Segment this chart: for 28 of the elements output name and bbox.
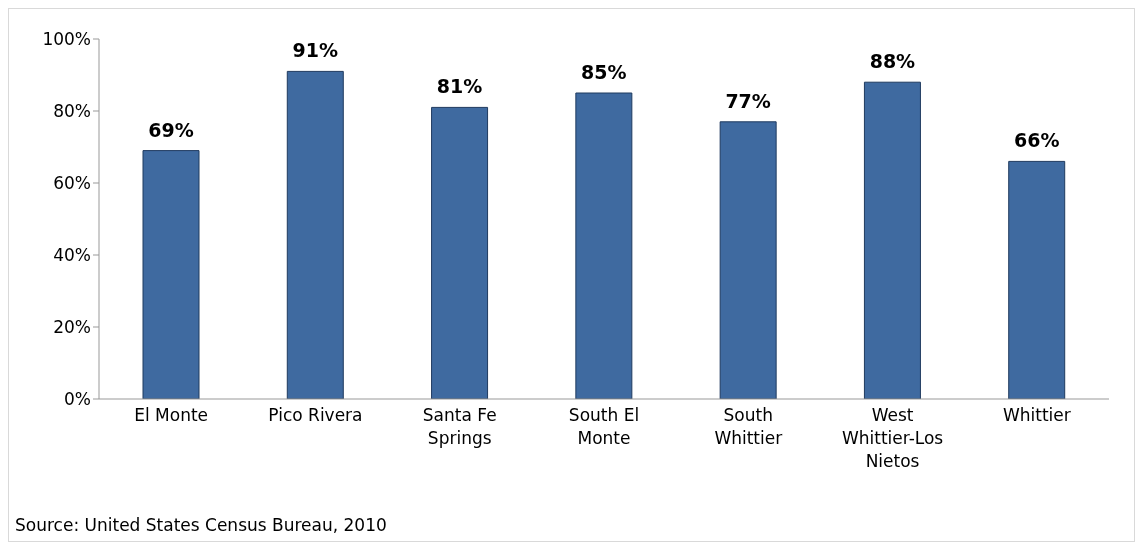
data-label: 88% (869, 50, 916, 73)
x-tick-label: South El Monte (568, 405, 640, 448)
bar (431, 106, 489, 399)
y-tick-label: 40% (53, 245, 91, 266)
y-tick-label: 100% (42, 29, 91, 50)
bar (575, 92, 633, 399)
x-tick-label: Whittier (1002, 405, 1071, 425)
data-label: 69% (148, 118, 194, 141)
data-label: 81% (436, 75, 483, 98)
bar (142, 150, 200, 399)
y-tick-label: 80% (53, 101, 91, 122)
data-label: 85% (581, 61, 627, 83)
bar (1008, 160, 1066, 399)
bar (863, 81, 921, 399)
x-tick-label: El Monte (134, 405, 209, 425)
data-label: 66% (1013, 129, 1060, 152)
bar (286, 70, 344, 399)
x-tick-label: West Whittier-Los Nietos (841, 405, 944, 471)
source-note: Source: United States Census Bureau, 2010 (15, 515, 387, 535)
bar (719, 121, 777, 399)
y-tick-label: 60% (53, 173, 91, 194)
y-tick-label: 0% (64, 389, 91, 410)
x-tick-label: South Whittier (714, 405, 783, 448)
data-label: 91% (292, 39, 339, 62)
y-tick-label: 20% (53, 317, 91, 338)
x-tick-label: Santa Fe Springs (422, 405, 497, 448)
data-label: 77% (725, 89, 771, 112)
x-tick-label: Pico Rivera (268, 405, 363, 425)
